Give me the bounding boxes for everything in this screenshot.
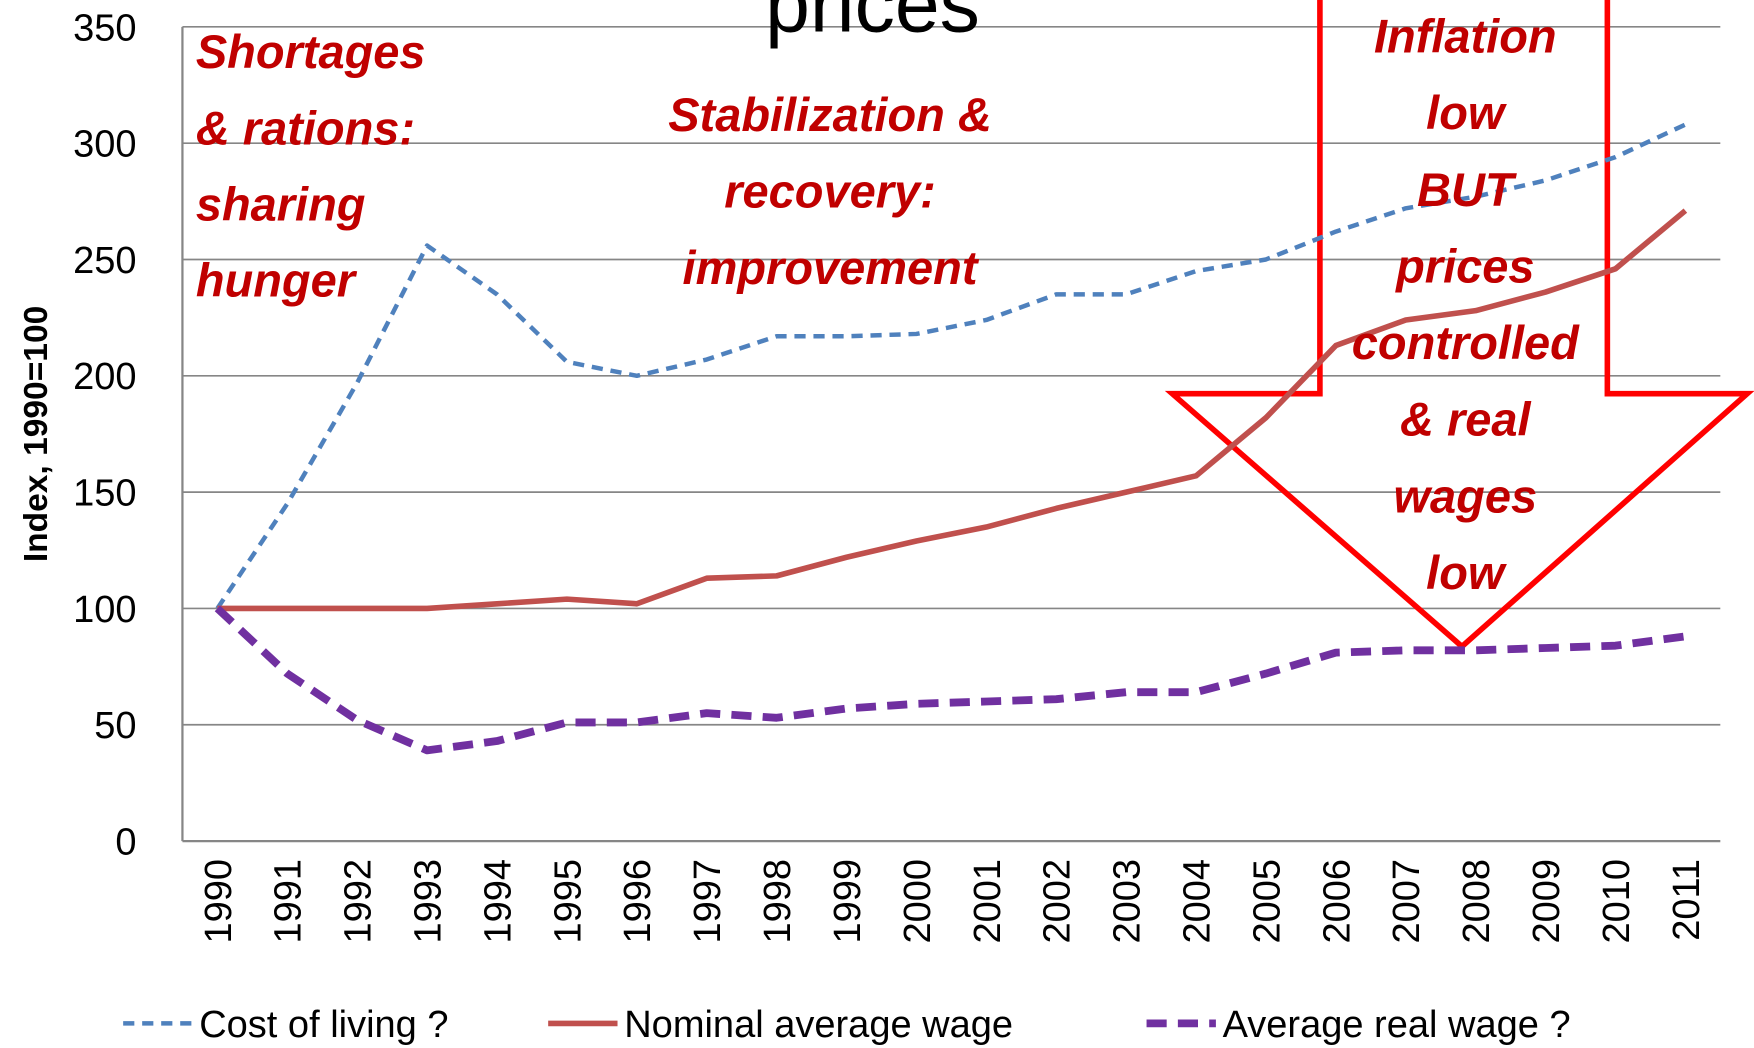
x-tick-label: 1991 — [268, 859, 310, 944]
x-tick-label: 2009 — [1526, 859, 1568, 944]
annotation: prices — [1394, 239, 1534, 292]
y-tick-label: 300 — [73, 124, 136, 166]
annotation: & rations: — [196, 101, 415, 154]
x-tick-label: 1999 — [827, 859, 869, 944]
y-tick-label: 350 — [73, 7, 136, 49]
y-tick-label: 50 — [94, 705, 136, 747]
y-tick-label: 150 — [73, 473, 136, 515]
annotation: BUT — [1417, 163, 1517, 216]
legend-label: Average real wage ? — [1223, 1004, 1571, 1046]
annotation: Shortages — [196, 25, 426, 78]
x-tick-label: 1994 — [477, 859, 519, 944]
y-tick-label: 200 — [73, 356, 136, 398]
y-axis-label: Index, 1990=100 — [18, 306, 55, 562]
x-tick-label: 2006 — [1316, 859, 1358, 944]
x-tick-label: 1992 — [338, 859, 380, 944]
annotation: wages — [1394, 469, 1538, 522]
x-tick-label: 2002 — [1037, 859, 1079, 944]
annotation: improvement — [683, 241, 980, 294]
x-tick-label: 2004 — [1176, 859, 1218, 944]
x-tick-label: 2007 — [1386, 859, 1428, 944]
arrow — [1164, 0, 1754, 651]
x-tick-label: 1998 — [757, 859, 799, 944]
annotation: controlled — [1352, 316, 1580, 369]
x-tick-label: 1996 — [617, 859, 659, 944]
legend-label: Cost of living ? — [199, 1004, 448, 1046]
x-tick-label: 1993 — [408, 859, 450, 944]
y-tick-label: 0 — [115, 822, 136, 864]
series-line — [217, 208, 1688, 612]
x-tick-label: 2003 — [1107, 859, 1149, 944]
annotation: low — [1426, 86, 1508, 139]
x-tick-label: 2008 — [1456, 859, 1498, 944]
x-tick-label: 1995 — [547, 859, 589, 944]
annotation: & real — [1400, 393, 1531, 446]
x-tick-label: 2005 — [1246, 859, 1288, 944]
x-tick-label: 2001 — [967, 859, 1009, 944]
x-tick-label: 2000 — [897, 859, 939, 944]
annotation: low — [1426, 546, 1508, 599]
y-tick-label: 250 — [73, 240, 136, 282]
annotation: recovery: — [724, 164, 936, 217]
y-tick-label: 100 — [73, 589, 136, 631]
annotation: sharing — [196, 177, 366, 230]
x-tick-label: 1990 — [198, 859, 240, 944]
x-tick-label: 2011 — [1666, 859, 1708, 941]
series-line — [214, 605, 1686, 755]
annotation: hunger — [196, 253, 358, 306]
chart-title: prices — [765, 0, 980, 49]
x-tick-label: 2010 — [1596, 859, 1638, 944]
annotation: Inflation — [1374, 10, 1557, 63]
x-tick-label: 1997 — [687, 859, 729, 944]
legend-label: Nominal average wage — [624, 1004, 1013, 1046]
series-line — [215, 122, 1687, 610]
annotation: Stabilization & — [668, 88, 992, 141]
